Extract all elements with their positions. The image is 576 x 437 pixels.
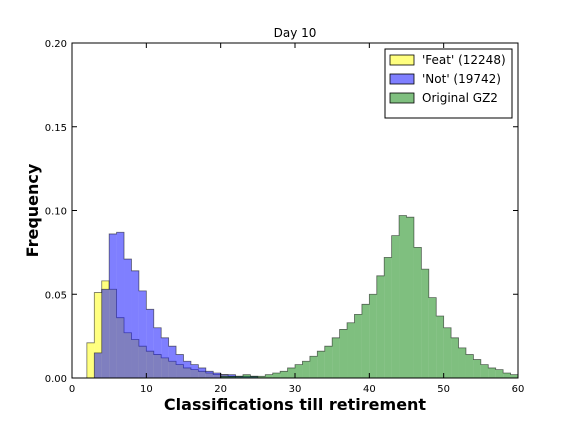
histogram-bar bbox=[235, 376, 243, 378]
histogram-bar bbox=[272, 372, 281, 378]
x-axis-label: Classifications till retirement bbox=[164, 395, 427, 414]
histogram-bar bbox=[242, 374, 251, 378]
legend-label: 'Not' (19742) bbox=[422, 72, 501, 86]
histogram-bar bbox=[324, 346, 333, 378]
histogram-bar bbox=[406, 217, 414, 378]
histogram-bar bbox=[109, 233, 117, 378]
histogram-bar bbox=[228, 376, 236, 378]
histogram-bar bbox=[317, 351, 325, 378]
x-tick-label: 10 bbox=[140, 384, 153, 395]
histogram-bar bbox=[295, 364, 303, 378]
series-2 bbox=[93, 231, 259, 378]
histogram-bar bbox=[443, 327, 452, 378]
histogram-bar bbox=[480, 364, 489, 378]
histogram-bar bbox=[86, 342, 95, 378]
histogram-bar bbox=[361, 304, 370, 378]
x-tick-label: 60 bbox=[512, 384, 525, 395]
legend: 'Feat' (12248) 'Not' (19742) Original GZ2 bbox=[384, 48, 513, 119]
histogram-bar bbox=[451, 337, 459, 378]
bars-layer bbox=[86, 215, 519, 378]
histogram-bar bbox=[198, 367, 206, 378]
axes-layer: 0 10 20 30 40 50 60 0.00 0.05 0.10 0.15 0.20 bbox=[45, 39, 525, 395]
x-tick-label: 50 bbox=[437, 384, 450, 395]
histogram-bar bbox=[124, 259, 132, 378]
histogram-bar bbox=[138, 290, 147, 378]
series-outline bbox=[220, 215, 519, 378]
histogram-bar bbox=[488, 367, 496, 378]
histogram-bar bbox=[428, 297, 437, 378]
histogram-bar bbox=[94, 292, 102, 378]
histogram-bar bbox=[495, 369, 504, 378]
x-tick-label: 30 bbox=[289, 384, 302, 395]
x-tick-label: 40 bbox=[363, 384, 376, 395]
histogram-bar bbox=[205, 371, 214, 378]
histogram-bar bbox=[280, 371, 288, 378]
y-axis-label: Frequency bbox=[23, 163, 42, 257]
legend-swatch bbox=[389, 73, 415, 85]
histogram-bar bbox=[332, 337, 340, 378]
histogram-bar bbox=[391, 235, 400, 378]
chart-title: Day 10 bbox=[274, 26, 317, 40]
histogram-bar bbox=[287, 367, 295, 378]
histogram-bar bbox=[347, 322, 355, 378]
y-tick-label: 0.10 bbox=[45, 207, 67, 218]
histogram-bar bbox=[250, 376, 258, 378]
histogram-bar bbox=[421, 269, 429, 378]
legend-label: Original GZ2 bbox=[422, 91, 498, 105]
histogram-bar bbox=[309, 356, 318, 378]
y-tick-label: 0.15 bbox=[45, 123, 67, 134]
histogram-bar bbox=[257, 376, 266, 378]
y-tick-label: 0.05 bbox=[45, 290, 67, 301]
histogram-bar bbox=[220, 376, 229, 378]
histogram-bar bbox=[436, 316, 444, 378]
histogram-bar bbox=[101, 289, 110, 378]
legend-swatch bbox=[389, 92, 415, 104]
histogram-bar bbox=[161, 337, 169, 378]
histogram-bar bbox=[354, 314, 362, 378]
histogram-bar bbox=[265, 374, 273, 378]
y-tick-label: 0.00 bbox=[45, 374, 67, 385]
histogram-bar bbox=[116, 232, 125, 378]
y-tick-label: 0.20 bbox=[45, 39, 67, 50]
histogram-bar bbox=[183, 361, 191, 378]
histogram-bar bbox=[153, 327, 162, 378]
x-tick-label: 0 bbox=[69, 384, 75, 395]
histogram-bar bbox=[376, 275, 385, 378]
histogram-bar bbox=[339, 329, 348, 378]
legend-label: 'Feat' (12248) bbox=[422, 53, 506, 67]
legend-swatch bbox=[389, 54, 415, 66]
histogram-bar bbox=[473, 359, 481, 378]
histogram-bar bbox=[131, 270, 139, 378]
histogram-bar bbox=[146, 309, 154, 378]
histogram-bar bbox=[399, 215, 407, 378]
x-tick-label: 20 bbox=[214, 384, 227, 395]
histogram-bar bbox=[465, 354, 474, 378]
histogram-bar bbox=[176, 354, 184, 378]
histogram-bar bbox=[168, 346, 177, 378]
histogram-bar bbox=[369, 294, 377, 378]
series-3 bbox=[220, 215, 519, 378]
histogram-bar bbox=[94, 352, 102, 378]
histogram-bar bbox=[413, 247, 422, 378]
histogram-bar bbox=[503, 372, 511, 378]
histogram-bar bbox=[384, 257, 392, 378]
histogram-bar bbox=[213, 372, 221, 378]
histogram-bar bbox=[458, 347, 466, 378]
histogram-bar bbox=[302, 361, 310, 378]
histogram-bar bbox=[190, 364, 199, 378]
histogram-bar bbox=[510, 374, 518, 378]
